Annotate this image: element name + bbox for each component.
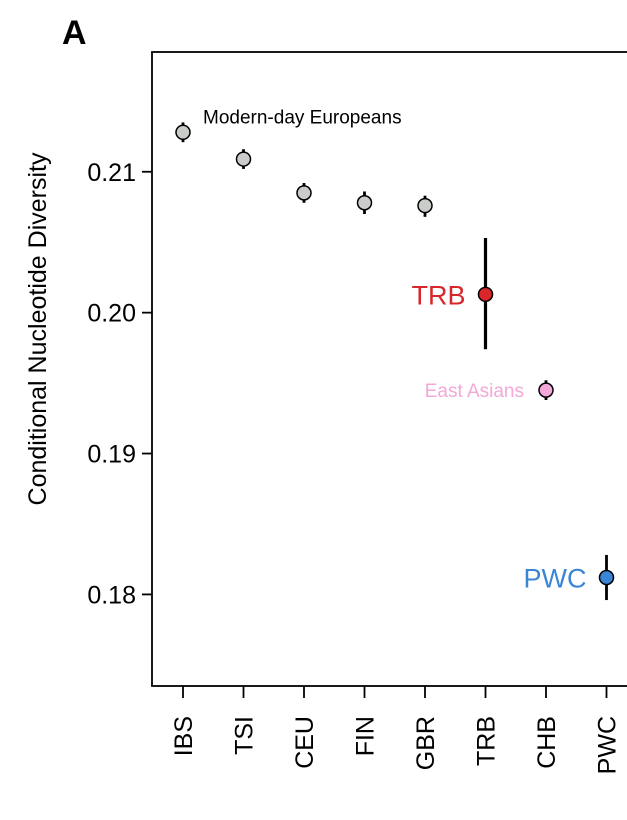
x-tick-label-fin: FIN	[352, 716, 380, 756]
x-axis: IBS TSI CEU FIN GBR TRB CHB PWC	[170, 686, 622, 774]
y-tick-label: 0.19	[87, 441, 136, 469]
y-tick-label: 0.20	[87, 300, 136, 328]
annotation-modern-europeans: Modern-day Europeans	[203, 107, 402, 128]
y-axis: 0.18 0.19 0.20 0.21	[87, 159, 152, 609]
panel-label: A	[62, 14, 87, 52]
plot-frame	[151, 51, 627, 687]
point-ibs	[175, 124, 191, 141]
x-tick-label-ibs: IBS	[170, 716, 198, 756]
y-tick-label: 0.21	[87, 159, 136, 187]
annotation-pwc: PWC	[524, 564, 587, 594]
x-tick-label-tsi: TSI	[231, 716, 259, 755]
point-tsi	[235, 151, 252, 167]
point-fin	[356, 195, 373, 211]
point-ceu	[296, 185, 312, 201]
x-tick-label-ceu: CEU	[291, 716, 319, 769]
x-tick-label-trb: TRB	[473, 716, 501, 766]
point-gbr	[417, 197, 433, 214]
y-tick-label: 0.18	[87, 581, 136, 609]
annotation-east-asians: East Asians	[425, 381, 524, 402]
y-axis-label: Conditional Nucleotide Diversity	[24, 152, 52, 505]
x-tick-label-pwc: PWC	[594, 716, 622, 774]
point-chb	[538, 382, 554, 398]
point-trb	[477, 286, 494, 303]
annotation-trb: TRB	[412, 280, 466, 310]
error-bars	[181, 122, 608, 601]
x-tick-label-gbr: GBR	[412, 716, 440, 770]
data-points	[175, 124, 615, 586]
point-pwc	[598, 569, 615, 586]
x-tick-label-chb: CHB	[533, 716, 561, 769]
annotations: Modern-day Europeans TRB East Asians PWC	[203, 107, 587, 593]
